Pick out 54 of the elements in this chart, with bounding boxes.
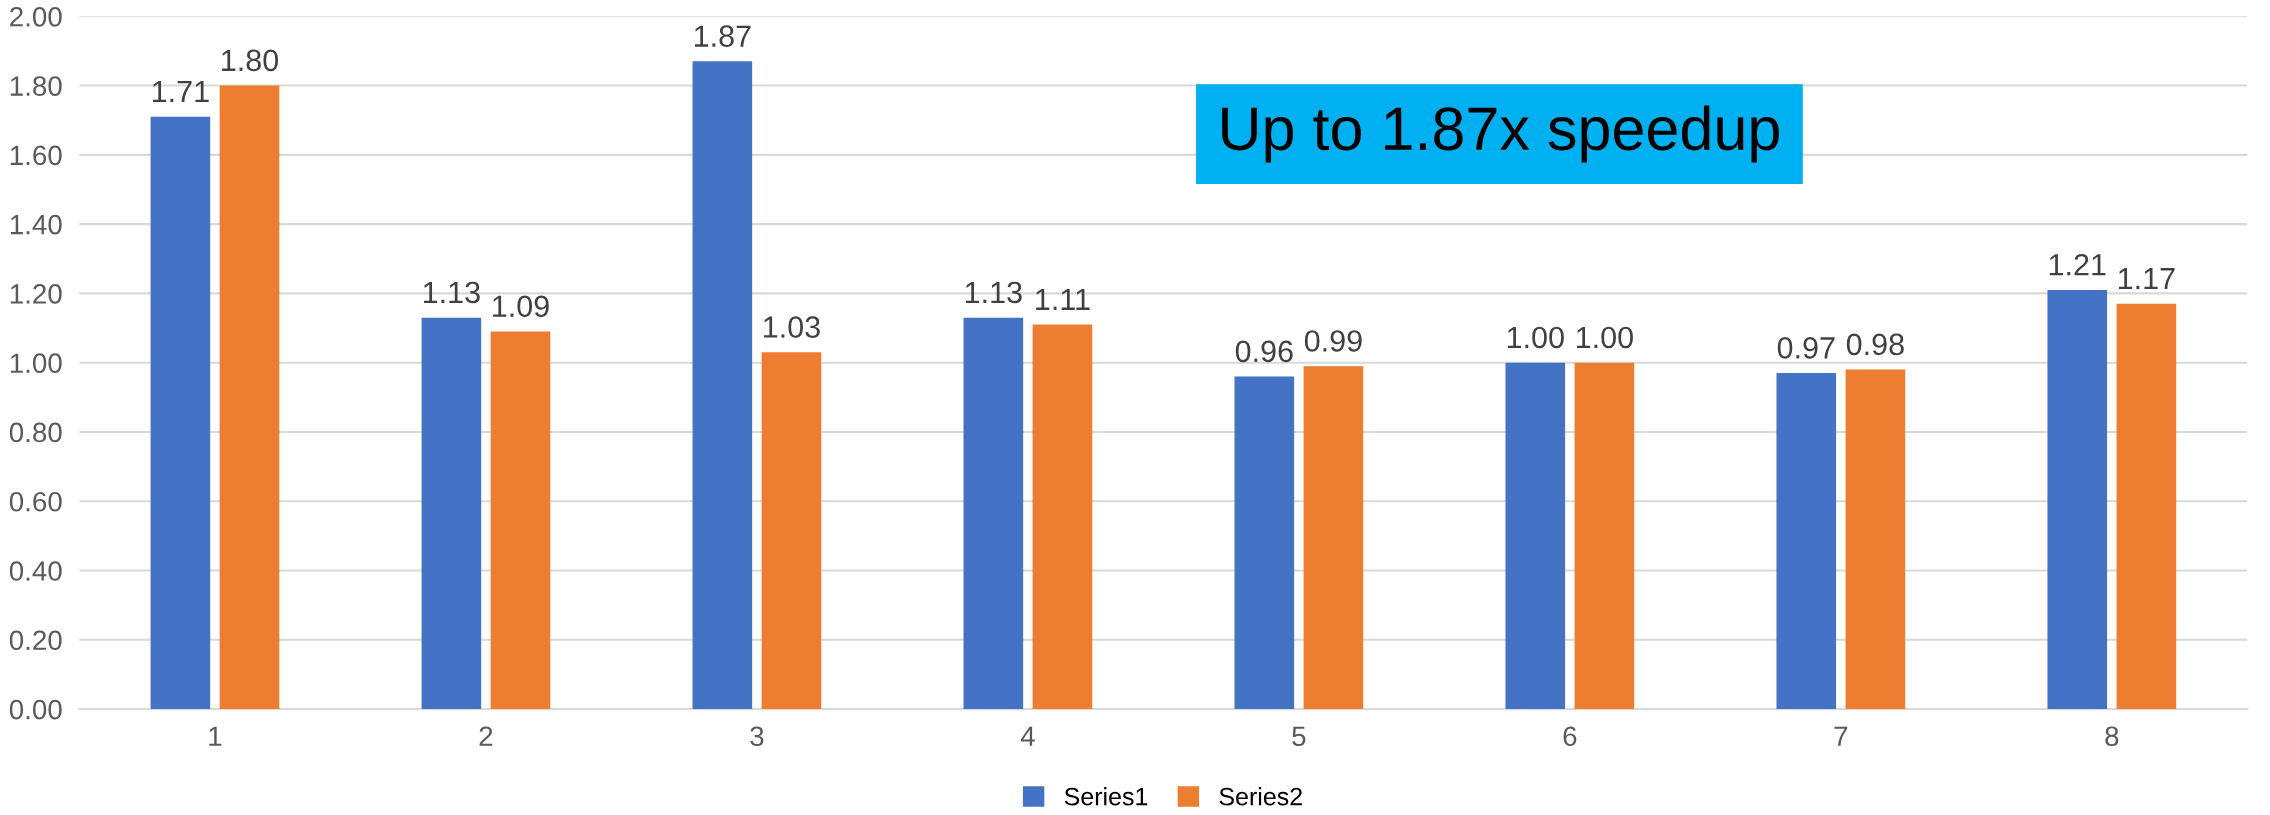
y-tick-label: 1.80: [10, 76, 62, 96]
data-label: 1.11: [1036, 288, 1090, 310]
data-label: 0.99: [1304, 330, 1362, 352]
y-tick-label: 1.00: [10, 353, 62, 374]
bar: [421, 317, 482, 710]
y-tick-label: 1.60: [10, 145, 62, 166]
x-tick-label: 6: [1563, 726, 1577, 747]
data-label: 1.13: [965, 281, 1022, 304]
bar: [761, 352, 822, 710]
bar: [692, 61, 753, 710]
y-tick-label: 1.20: [10, 284, 62, 304]
data-label: 1.00: [1576, 326, 1633, 349]
bar: [490, 331, 551, 710]
data-label: 1.03: [764, 316, 820, 338]
x-tick-label: 4: [1020, 726, 1035, 746]
data-label: 0.97: [1777, 337, 1835, 359]
legend-label: Series1: [1064, 787, 1148, 806]
bar: [219, 85, 280, 710]
data-label: 1.80: [222, 49, 279, 72]
bar: [1032, 324, 1093, 710]
bar: [150, 116, 211, 710]
x-tick-label: 8: [2105, 726, 2119, 747]
data-label: 1.87: [694, 25, 751, 47]
bar: [2047, 289, 2108, 710]
data-label: 0.96: [1235, 340, 1293, 363]
bar: [1574, 362, 1635, 710]
y-tick-label: 0.60: [9, 491, 62, 512]
bar: [1505, 362, 1566, 710]
y-tick-label: 0.20: [9, 630, 62, 651]
y-tick-label: 1.40: [10, 214, 62, 235]
x-tick-label: 7: [1834, 726, 1848, 746]
data-label: 1.21: [2049, 253, 2106, 276]
x-tick-label: 1: [209, 726, 222, 746]
data-label: 1.00: [1507, 326, 1564, 349]
data-label: 1.13: [423, 281, 480, 304]
bar: [1303, 366, 1364, 710]
legend-label: Series2: [1219, 787, 1302, 806]
bar: [1845, 369, 1906, 710]
y-tick-label: 0.80: [9, 422, 62, 443]
y-tick-label: 0.00: [9, 699, 62, 720]
data-label: 1.09: [493, 295, 549, 318]
annotation: Up to 1.87x speedup: [1222, 105, 1779, 163]
y-tick-label: 0.40: [9, 561, 62, 581]
x-tick-label: 2: [479, 726, 493, 746]
data-label: 0.98: [1846, 333, 1904, 356]
y-tick-label: 2.00: [10, 6, 62, 27]
data-label: 1.17: [2118, 268, 2175, 290]
x-tick-label: 5: [1292, 726, 1306, 747]
bar: [2116, 303, 2177, 710]
data-label: 1.71: [152, 81, 209, 103]
bar: [963, 317, 1024, 710]
bar: [1776, 373, 1837, 710]
bar: [1234, 376, 1295, 710]
x-tick-label: 3: [750, 726, 764, 747]
